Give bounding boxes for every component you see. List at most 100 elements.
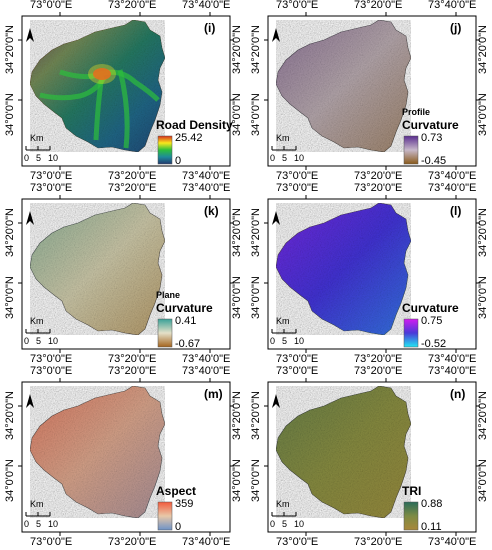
north-arrow-icon: [272, 28, 280, 42]
lon-label-bottom: 73°20'0"E: [354, 353, 403, 365]
lat-label-right: 34°0'0"N: [477, 276, 489, 319]
lon-label-top: 73°0'0"E: [276, 182, 319, 194]
lon-label-top: 73°40'0"E: [182, 182, 231, 194]
lon-label-bottom: 73°40'0"E: [428, 536, 477, 548]
lat-label-right: 34°0'0"N: [477, 93, 489, 136]
map-panel: 73°0'0"E 73°20'0"E 73°40'0"E 73°0'0"E 73°20'…: [0, 0, 246, 183]
legend-color-bar: [157, 501, 173, 531]
study-area-overlay: [276, 386, 411, 518]
lon-label-top: 73°0'0"E: [276, 0, 319, 11]
legend-subtitle: Profile: [402, 107, 431, 117]
legend-title: Curvature: [402, 118, 459, 132]
scale-bar-label: 5: [282, 153, 288, 163]
legend-max-value: 25.42: [175, 132, 203, 144]
lon-label-top: 73°0'0"E: [30, 182, 73, 194]
lon-label-bottom: 73°40'0"E: [428, 170, 477, 182]
lat-label-left: 34°0'0"N: [4, 459, 16, 502]
lat-label-left: 34°20'0"N: [4, 208, 16, 257]
map-canvas: [18, 195, 234, 353]
map-canvas: [264, 378, 480, 536]
scale-bar-unit: Km: [30, 316, 44, 326]
scale-bar-label: 0: [24, 153, 30, 163]
scale-bar-label: 10: [294, 336, 305, 346]
lon-label-top: 73°40'0"E: [182, 365, 231, 377]
lon-label-bottom: 73°40'0"E: [182, 170, 231, 182]
lon-label-top: 73°20'0"E: [108, 0, 157, 11]
lat-label-right: 34°20'0"N: [477, 391, 489, 440]
scale-bar-label: 5: [36, 519, 42, 529]
lat-label-right: 34°0'0"N: [231, 459, 243, 502]
lat-label-left: 34°0'0"N: [250, 276, 262, 319]
study-area-overlay: [276, 203, 411, 335]
lat-label-right: 34°20'0"N: [477, 25, 489, 74]
panel-tag: (n): [450, 387, 466, 401]
lon-label-bottom: 73°0'0"E: [276, 170, 319, 182]
legend-min-value: 0: [175, 155, 182, 167]
scale-bar-label: 5: [282, 336, 288, 346]
scale-bar-label: 5: [282, 519, 288, 529]
density-hotspot: [93, 68, 111, 80]
scale-bar-label: 0: [24, 519, 30, 529]
map-panel: 73°0'0"E 73°20'0"E 73°40'0"E 73°0'0"E 73°20'…: [0, 183, 246, 366]
scale-bar-label: 0: [270, 336, 276, 346]
lon-label-top: 73°40'0"E: [428, 365, 477, 377]
study-area-overlay: [30, 386, 165, 518]
scale-bar-unit: Km: [276, 316, 290, 326]
north-arrow-icon: [26, 28, 34, 42]
lon-label-top: 73°40'0"E: [428, 0, 477, 11]
lat-label-left: 34°0'0"N: [250, 93, 262, 136]
map-panel: 73°0'0"E 73°20'0"E 73°40'0"E 73°0'0"E 73°20'…: [246, 0, 492, 183]
map-canvas: [18, 12, 234, 170]
legend-color-bar: [157, 135, 173, 165]
scale-bar-label: 10: [48, 519, 59, 529]
lon-label-top: 73°20'0"E: [108, 365, 157, 377]
legend-color-bar: [157, 318, 173, 348]
lat-label-left: 34°20'0"N: [250, 25, 262, 74]
map-panel: 73°0'0"E 73°20'0"E 73°40'0"E 73°0'0"E 73°20'…: [246, 366, 492, 549]
legend-max-value: 0.75: [421, 315, 443, 327]
legend-max-value: 0.73: [421, 132, 443, 144]
north-arrow-icon: [272, 211, 280, 225]
road-corridor: [117, 69, 130, 149]
lat-label-left: 34°0'0"N: [4, 276, 16, 319]
lat-label-left: 34°0'0"N: [250, 459, 262, 502]
north-arrow-icon: [272, 394, 280, 408]
legend-title: TRI: [402, 484, 422, 498]
lon-label-bottom: 73°40'0"E: [428, 353, 477, 365]
lon-label-bottom: 73°0'0"E: [30, 353, 73, 365]
legend-max-value: 359: [175, 498, 194, 510]
lat-label-right: 34°0'0"N: [231, 93, 243, 136]
legend-min-value: -0.52: [421, 338, 447, 350]
lat-label-right: 34°0'0"N: [231, 276, 243, 319]
scale-bar-unit: Km: [276, 499, 290, 509]
legend-title: Curvature: [402, 301, 459, 315]
lat-label-right: 34°20'0"N: [231, 208, 243, 257]
lat-label-right: 34°20'0"N: [231, 391, 243, 440]
legend-title: Curvature: [156, 301, 213, 315]
lat-label-left: 34°20'0"N: [4, 391, 16, 440]
lon-label-bottom: 73°20'0"E: [354, 170, 403, 182]
lat-label-left: 34°20'0"N: [250, 391, 262, 440]
lon-label-top: 73°20'0"E: [108, 182, 157, 194]
lon-label-bottom: 73°20'0"E: [108, 170, 157, 182]
lon-label-bottom: 73°20'0"E: [354, 536, 403, 548]
lon-label-bottom: 73°40'0"E: [182, 536, 231, 548]
lon-label-top: 73°0'0"E: [30, 0, 73, 11]
lat-label-right: 34°20'0"N: [231, 25, 243, 74]
legend-max-value: 0.88: [421, 498, 443, 510]
legend-color-bar: [403, 318, 419, 348]
lon-label-bottom: 73°20'0"E: [108, 536, 157, 548]
map-canvas: [18, 378, 234, 536]
lat-label-left: 34°0'0"N: [4, 93, 16, 136]
scale-bar-unit: Km: [30, 499, 44, 509]
legend-min-value: 0.11: [421, 521, 442, 533]
lon-label-bottom: 73°0'0"E: [30, 536, 73, 548]
panel-tag: (l): [450, 204, 462, 218]
legend-min-value: -0.67: [175, 338, 201, 350]
lon-label-bottom: 73°20'0"E: [108, 353, 157, 365]
lat-label-right: 34°0'0"N: [477, 459, 489, 502]
panel-tag: (m): [204, 387, 223, 401]
lon-label-bottom: 73°0'0"E: [276, 353, 319, 365]
map-canvas: [264, 12, 480, 170]
panel-tag: (j): [450, 21, 462, 35]
